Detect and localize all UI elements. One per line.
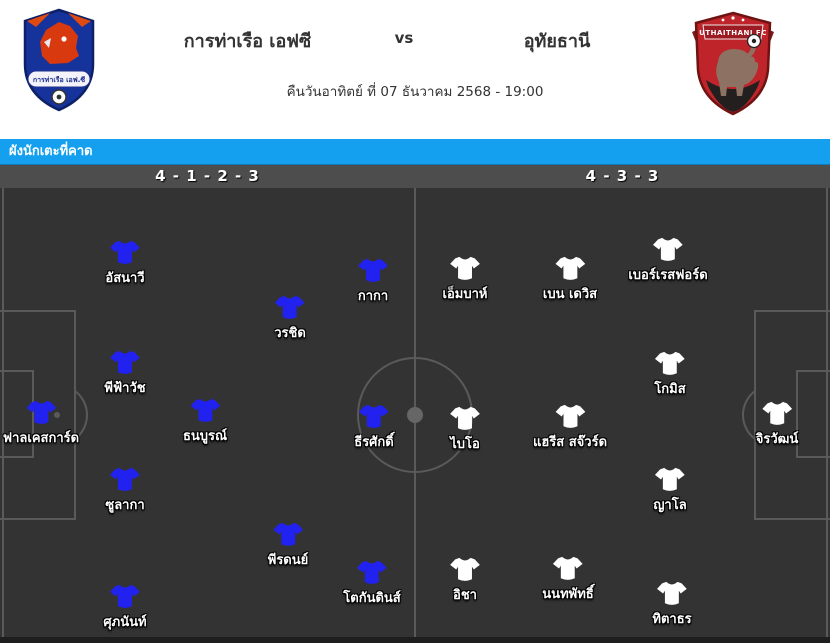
home-player: ธนบูรณ์ [183,398,227,446]
away-player: เอ็มบาห์ [442,256,488,304]
player-name: โกมิส [654,382,686,397]
match-datetime: คืนวันอาทิตย์ ที่ 07 ธันวาคม 2568 - 19:0… [286,84,544,100]
away-jersey-icon [553,556,583,580]
player-name: ทิตาธร [652,612,692,627]
home-jersey-icon [358,258,388,282]
pitch-markings [0,188,830,637]
away-jersey-icon [653,237,683,261]
home-player: โตกันดินส์ [343,560,401,608]
player-name: เบอร์เรสฟอร์ด [628,268,708,283]
away-player: ไบโอ [450,406,481,454]
home-player: พีรดนย์ [267,522,309,570]
player-name: ศุภนันท์ [103,615,147,630]
home-team-logo-port-fc-crest-icon[interactable]: การท่าเรือ เอฟ.ซี [20,8,98,112]
away-jersey-icon [657,581,687,605]
home-player: ธีรศักดิ์ [354,404,394,452]
home-player: กากา [358,258,389,306]
player-name: กากา [357,289,389,304]
home-jersey-icon [273,522,303,546]
away-player: ญาโล [653,467,687,515]
away-player: เบน เดวิส [543,256,597,304]
pitch: ฟาลเคสการ์ด อัสนาวีพีฟ้าวัชซูลากาศุภนันท์… [0,188,830,637]
home-jersey-icon [26,400,56,424]
home-player: ซูลากา [105,467,145,515]
away-jersey-icon [450,256,480,280]
home-jersey-icon [110,467,140,491]
away-player: โกมิส [654,351,686,399]
player-name: พีฟ้าวัช [104,381,146,396]
player-name: ญาโล [653,498,687,513]
player-name: พีรดนย์ [267,553,309,568]
away-jersey-icon [555,256,585,280]
away-team-logo-uthaithani-fc-crest-icon[interactable]: UTHAITHANI FC [690,10,776,116]
player-name: ฟาลเคสการ์ด [2,431,80,446]
player-name: เบน เดวิส [542,287,598,302]
home-jersey-icon [357,560,387,584]
away-jersey-icon [762,401,792,425]
away-logo-banner-text: UTHAITHANI FC [699,29,767,37]
away-player: แฮรีส สจ๊วร์ด [533,404,607,452]
away-player: นนทพัทธิ์ [542,556,594,604]
away-jersey-icon [450,406,480,430]
player-name: โตกันดินส์ [343,591,401,606]
away-player: จิรวัฒน์ [755,401,799,449]
player-name: เอ็มบาห์ [442,287,488,302]
pitch-bottom-edge [0,637,830,643]
home-player: พีฟ้าวัช [104,350,146,398]
home-player: ฟาลเคสการ์ด [3,400,79,448]
lineup-section-title: ผังนักเตะที่คาด [0,139,830,165]
player-name: อิชา [453,588,477,603]
away-jersey-icon [555,404,585,428]
home-jersey-icon [190,398,220,422]
away-formation: 4 - 3 - 3 [585,167,660,185]
player-name: วรชิด [274,326,306,341]
away-jersey-icon [655,351,685,375]
away-team-name: อุทัยธานี [523,31,591,52]
player-name: นนทพัทธิ์ [542,587,594,602]
home-jersey-icon [110,350,140,374]
home-formation: 4 - 1 - 2 - 3 [155,167,260,185]
player-name: อัสนาวี [105,271,145,286]
home-jersey-icon [110,240,140,264]
player-name: ธีรศักดิ์ [354,435,394,450]
player-name: จิรวัฒน์ [755,432,799,447]
away-jersey-icon [450,557,480,581]
home-jersey-icon [110,584,140,608]
player-name: แฮรีส สจ๊วร์ด [532,435,608,450]
player-name: ธนบูรณ์ [182,429,228,444]
home-player: ศุภนันท์ [103,584,147,632]
home-player: วรชิด [274,295,306,343]
vs-label: vs [394,29,414,47]
home-player: อัสนาวี [105,240,145,288]
home-jersey-icon [275,295,305,319]
home-logo-banner-text: การท่าเรือ เอฟ.ซี [33,76,85,84]
player-name: ไบโอ [450,437,480,452]
home-jersey-icon [359,404,389,428]
home-team-name: การท่าเรือ เอฟซี [183,31,312,52]
away-player: เบอร์เรสฟอร์ด [628,237,708,285]
away-player: ทิตาธร [652,581,692,629]
player-name: ซูลากา [105,498,145,513]
away-player: อิชา [450,557,481,605]
match-header: การท่าเรือ เอฟ.ซี การท่าเรือ เอฟซี vs อุ… [0,0,830,139]
formation-bar: 4 - 1 - 2 - 3 4 - 3 - 3 [0,165,830,188]
away-jersey-icon [655,467,685,491]
